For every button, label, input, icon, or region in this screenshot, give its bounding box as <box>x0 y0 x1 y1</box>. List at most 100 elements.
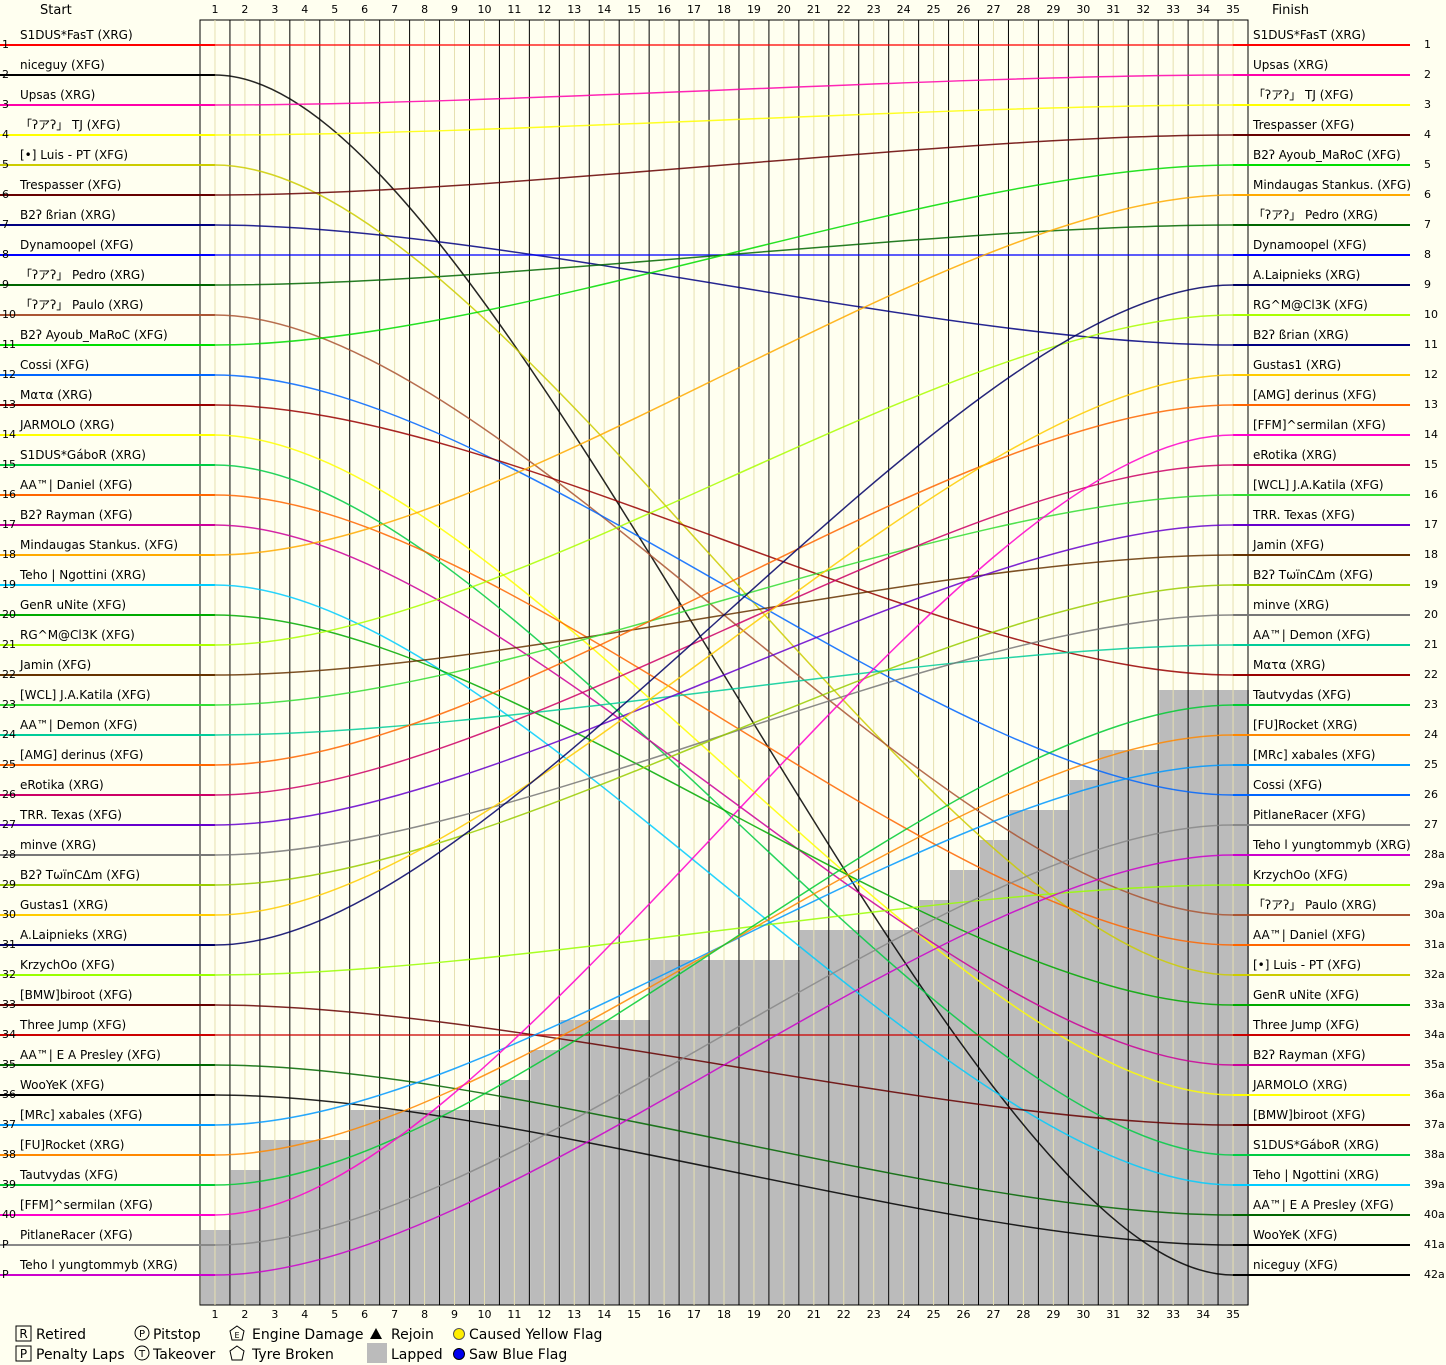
finish-position-number: 39a <box>1424 1178 1445 1191</box>
start-position-number: 18 <box>2 548 16 561</box>
legend-penalty: Penalty Laps <box>36 1347 125 1363</box>
position-trace <box>214 224 1234 346</box>
lapped-block <box>949 870 980 1305</box>
start-driver-label: Tautvydas (XFG) <box>19 1168 118 1182</box>
legend-pitstop: Pitstop <box>153 1327 201 1343</box>
finish-position-number: 15 <box>1424 458 1438 471</box>
start-driver-label: TRR. Texas (XFG) <box>19 808 122 822</box>
position-trace <box>214 404 1234 766</box>
lapped-area <box>201 690 1249 1305</box>
position-trace <box>214 884 1234 976</box>
lapped-block <box>650 960 681 1305</box>
lap-tick-bottom: 4 <box>301 1308 308 1321</box>
lapped-block <box>410 1110 441 1305</box>
start-position-number: 17 <box>2 518 16 531</box>
position-trace <box>214 704 1234 1186</box>
start-position-number: 27 <box>2 818 16 831</box>
start-position-number: 38 <box>2 1148 16 1161</box>
finish-position-number: 27 <box>1424 818 1438 831</box>
start-position-number: 36 <box>2 1088 16 1101</box>
lap-tick-top: 3 <box>271 3 278 16</box>
start-position-number: 31 <box>2 938 16 951</box>
lap-tick-bottom: 26 <box>957 1308 971 1321</box>
position-trace <box>214 164 1234 346</box>
legend-rejoin: Rejoin <box>391 1327 434 1343</box>
position-trace <box>214 494 1234 946</box>
lap-tick-bottom: 27 <box>986 1308 1000 1321</box>
lapped-block <box>530 1050 561 1305</box>
lap-tick-top: 18 <box>717 3 731 16</box>
finish-driver-label: Mindaugas Stankus. (XFG) <box>1253 178 1411 192</box>
start-driver-label: GenR uNite (XFG) <box>20 598 126 612</box>
finish-driver-label: 「ʔアʔ」 Paulo (XRG) <box>1253 898 1376 912</box>
finish-position-number: 21 <box>1424 638 1438 651</box>
start-driver-label: Jamin (XFG) <box>19 658 91 672</box>
start-driver-label: [WCL] J.A.Katila (XFG) <box>20 688 151 702</box>
finish-driver-label: Mατα (XRG) <box>1253 658 1325 672</box>
start-driver-label: B2ʔ TωïnCΔm (XFG) <box>20 868 140 882</box>
start-position-number: 16 <box>2 488 16 501</box>
lap-tick-bottom: 6 <box>361 1308 368 1321</box>
start-position-number: 37 <box>2 1118 16 1131</box>
legend-retired: Retired <box>36 1327 86 1343</box>
pitstop-icon <box>134 1325 150 1341</box>
lapped-block <box>769 960 800 1305</box>
finish-driver-label: A.Laipnieks (XRG) <box>1253 268 1360 282</box>
lapped-block <box>590 1020 621 1305</box>
lap-tick-bottom: 34 <box>1196 1308 1210 1321</box>
position-trace <box>214 134 1234 196</box>
lapped-block <box>829 930 860 1305</box>
lap-tick-top: 17 <box>687 3 701 16</box>
lapped-block <box>500 1080 531 1305</box>
start-driver-label: S1DUS*GáboR (XRG) <box>20 448 146 462</box>
start-position-number: 21 <box>2 638 16 651</box>
lap-tick-top: 11 <box>507 3 521 16</box>
finish-driver-label: niceguy (XFG) <box>1253 1258 1338 1272</box>
finish-position-number: 2 <box>1424 68 1431 81</box>
start-driver-label: RG^M@Cl3K (XFG) <box>20 628 135 642</box>
lapped-block <box>290 1140 321 1305</box>
start-position-number: 24 <box>2 728 16 741</box>
finish-position-number: 9 <box>1424 278 1431 291</box>
finish-driver-label: B2ʔ TωïnCΔm (XFG) <box>1253 568 1373 582</box>
position-trace <box>214 104 1234 136</box>
start-driver-label: [•] Luis - PT (XFG) <box>20 148 128 162</box>
start-driver-label: niceguy (XFG) <box>20 58 105 72</box>
finish-position-number: 33a <box>1424 998 1445 1011</box>
finish-position-number: 16 <box>1424 488 1438 501</box>
lap-tick-bottom: 9 <box>451 1308 458 1321</box>
lap-tick-top: 35 <box>1226 3 1240 16</box>
finish-position-number: 34a <box>1424 1028 1445 1041</box>
lap-tick-top: 13 <box>567 3 581 16</box>
finish-driver-label: eRotika (XRG) <box>1253 448 1337 462</box>
finish-position-number: 5 <box>1424 158 1431 171</box>
start-driver-label: [MRc] xabales (XFG) <box>20 1108 142 1122</box>
lap-tick-top: 30 <box>1076 3 1090 16</box>
lap-tick-top: 6 <box>361 3 368 16</box>
finish-driver-label: [BMW]biroot (XFG) <box>1253 1108 1365 1122</box>
finish-driver-label: TRR. Texas (XFG) <box>1252 508 1355 522</box>
lap-tick-top: 34 <box>1196 3 1210 16</box>
finish-driver-label: Cossi (XFG) <box>1253 778 1322 792</box>
finish-driver-label: B2ʔ Ayoub_MaRoC (XFG) <box>1253 148 1401 162</box>
finish-position-number: 26 <box>1424 788 1438 801</box>
lap-tick-bottom: 19 <box>747 1308 761 1321</box>
start-position-number: 33 <box>2 998 16 1011</box>
legend-takeover: Takeover <box>152 1347 215 1363</box>
finish-position-number: 18 <box>1424 548 1438 561</box>
start-position-number: 13 <box>2 398 16 411</box>
lap-tick-bottom: 8 <box>421 1308 428 1321</box>
lap-tick-top: 33 <box>1166 3 1180 16</box>
lap-tick-top: 29 <box>1046 3 1060 16</box>
start-driver-label: Cossi (XFG) <box>20 358 89 372</box>
start-driver-label: B2ʔ ßrian (XRG) <box>20 208 116 222</box>
lap-tick-bottom: 13 <box>567 1308 581 1321</box>
finish-driver-label: RG^M@Cl3K (XFG) <box>1253 298 1368 312</box>
start-driver-label: [FU]Rocket (XRG) <box>20 1138 124 1152</box>
start-driver-label: minve (XRG) <box>20 838 96 852</box>
start-position-number: 22 <box>2 668 16 681</box>
finish-position-number: 1 <box>1424 38 1431 51</box>
lap-tick-bottom: 12 <box>537 1308 551 1321</box>
finish-position-number: 40a <box>1424 1208 1445 1221</box>
start-position-number: 29 <box>2 878 16 891</box>
